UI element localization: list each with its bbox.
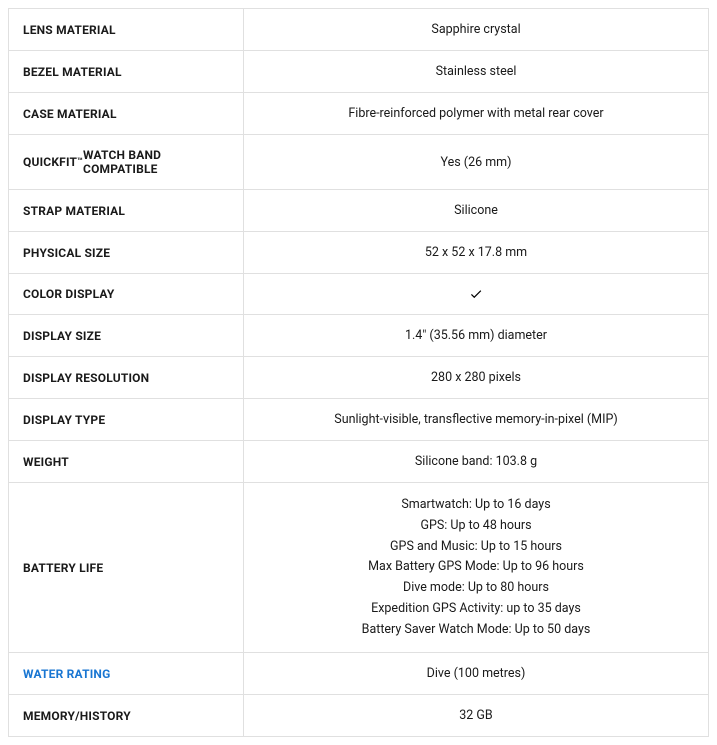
spec-value: Yes (26 mm) (244, 135, 708, 189)
spec-value: Dive (100 metres) (244, 653, 708, 694)
spec-row: DISPLAY RESOLUTION280 x 280 pixels (8, 357, 709, 399)
spec-value: 280 x 280 pixels (244, 357, 708, 398)
spec-row: CASE MATERIALFibre-reinforced polymer wi… (8, 93, 709, 135)
spec-row: COLOR DISPLAY (8, 274, 709, 315)
spec-value: Sunlight-visible, transflective memory-i… (244, 399, 708, 440)
spec-row: LENS MATERIALSapphire crystal (8, 8, 709, 51)
spec-table: LENS MATERIALSapphire crystalBEZEL MATER… (8, 8, 709, 737)
spec-label: BEZEL MATERIAL (9, 51, 244, 92)
spec-label[interactable]: WATER RATING (9, 653, 244, 694)
spec-value-line: Smartwatch: Up to 16 days (362, 496, 591, 515)
spec-value: Stainless steel (244, 51, 708, 92)
spec-row: BEZEL MATERIALStainless steel (8, 51, 709, 93)
spec-label: COLOR DISPLAY (9, 274, 244, 314)
spec-label: DISPLAY RESOLUTION (9, 357, 244, 398)
spec-value-line: GPS and Music: Up to 15 hours (362, 538, 591, 557)
spec-row: MEMORY/HISTORY32 GB (8, 695, 709, 737)
spec-row: QUICKFIT™ WATCH BAND COMPATIBLEYes (26 m… (8, 135, 709, 190)
spec-value: Smartwatch: Up to 16 days GPS: Up to 48 h… (244, 483, 708, 652)
spec-value-line: Max Battery GPS Mode: Up to 96 hours (362, 558, 591, 577)
spec-value-line: Expedition GPS Activity: up to 35 days (362, 600, 591, 619)
spec-row: STRAP MATERIALSilicone (8, 190, 709, 232)
spec-label: BATTERY LIFE (9, 483, 244, 652)
spec-value: 1.4" (35.56 mm) diameter (244, 315, 708, 356)
spec-row: WATER RATINGDive (100 metres) (8, 653, 709, 695)
spec-value: 32 GB (244, 695, 708, 736)
spec-row: DISPLAY TYPESunlight-visible, transflect… (8, 399, 709, 441)
spec-label: STRAP MATERIAL (9, 190, 244, 231)
spec-value-line: Battery Saver Watch Mode: Up to 50 days (362, 621, 591, 640)
spec-label: MEMORY/HISTORY (9, 695, 244, 736)
spec-row: BATTERY LIFE Smartwatch: Up to 16 days GPS… (8, 483, 709, 653)
spec-value: Sapphire crystal (244, 9, 708, 50)
spec-value-multi: Smartwatch: Up to 16 days GPS: Up to 48 h… (362, 496, 591, 639)
spec-label: WEIGHT (9, 441, 244, 482)
spec-label: DISPLAY SIZE (9, 315, 244, 356)
spec-label: LENS MATERIAL (9, 9, 244, 50)
spec-label: DISPLAY TYPE (9, 399, 244, 440)
spec-value-line: GPS: Up to 48 hours (362, 517, 591, 536)
spec-value: 52 x 52 x 17.8 mm (244, 232, 708, 273)
spec-value: Silicone band: 103.8 g (244, 441, 708, 482)
spec-row: PHYSICAL SIZE52 x 52 x 17.8 mm (8, 232, 709, 274)
check-icon (469, 287, 483, 301)
spec-label: PHYSICAL SIZE (9, 232, 244, 273)
spec-label: CASE MATERIAL (9, 93, 244, 134)
spec-row: DISPLAY SIZE1.4" (35.56 mm) diameter (8, 315, 709, 357)
spec-value: Fibre-reinforced polymer with metal rear… (244, 93, 708, 134)
spec-row: WEIGHTSilicone band: 103.8 g (8, 441, 709, 483)
spec-value-line: Dive mode: Up to 80 hours (362, 579, 591, 598)
spec-value (244, 274, 708, 314)
spec-value: Silicone (244, 190, 708, 231)
spec-label: QUICKFIT™ WATCH BAND COMPATIBLE (9, 135, 244, 189)
